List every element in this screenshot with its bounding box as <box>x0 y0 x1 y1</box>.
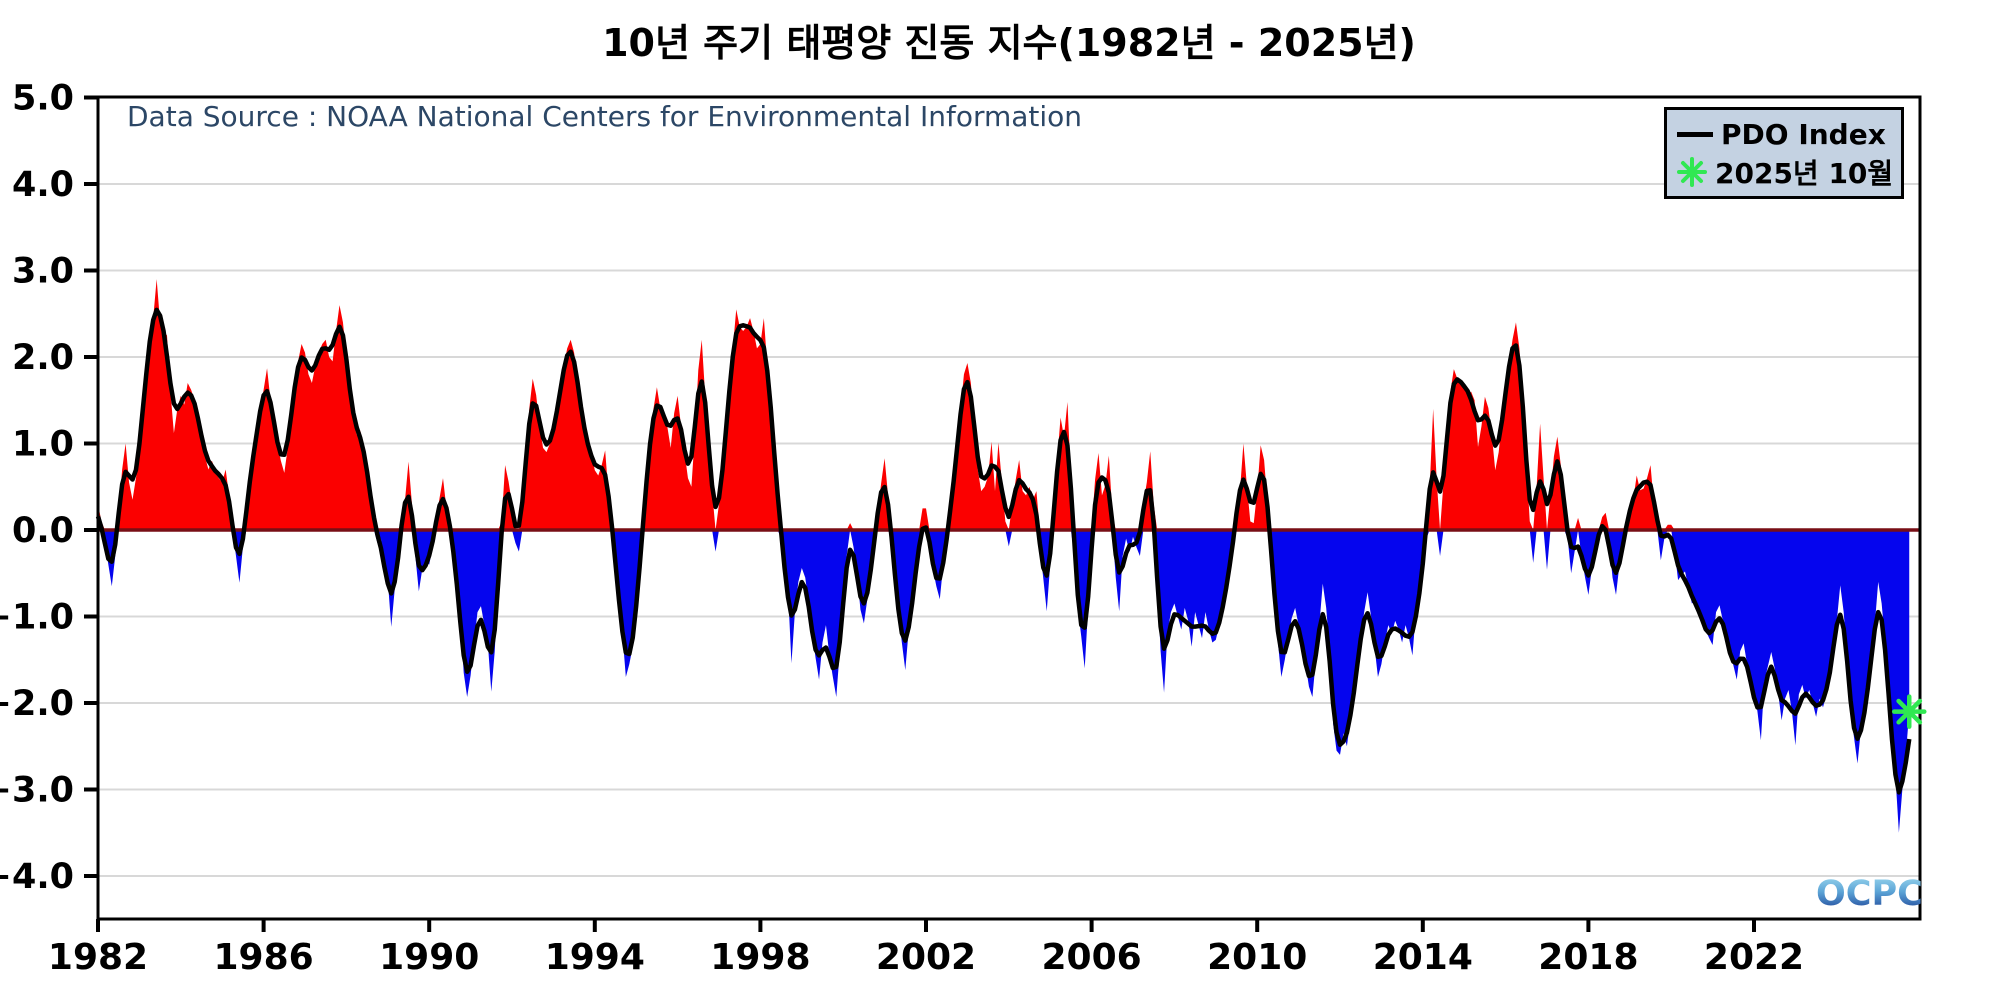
x-tick-label: 1986 <box>213 937 313 978</box>
x-tick-label: 2010 <box>1207 937 1307 978</box>
y-tick-label: −4.0 <box>0 857 74 897</box>
chart-title: 10년 주기 태평양 진동 지수(1982년 - 2025년) <box>602 21 1416 65</box>
asterisk-marker-icon <box>1677 157 1707 187</box>
x-tick-label: 2014 <box>1373 937 1473 978</box>
y-tick-label: −1.0 <box>0 598 74 638</box>
latest-month-marker <box>1892 694 1927 729</box>
ocpc-logo: OCPC <box>1816 874 1923 914</box>
legend: PDO Index 2025년 10월 <box>1664 107 1904 199</box>
x-tick-label: 1998 <box>710 937 810 978</box>
legend-item-label: 2025년 10월 <box>1715 157 1894 190</box>
y-tick-label: 0.0 <box>12 511 74 551</box>
pdo-line <box>95 307 1912 795</box>
y-tick-label: 4.0 <box>12 165 74 205</box>
x-tick-label: 2002 <box>876 937 976 978</box>
legend-item-label: PDO Index <box>1721 117 1886 151</box>
legend-item-latest-month: 2025년 10월 <box>1677 155 1894 190</box>
x-tick-label: 2018 <box>1538 937 1638 978</box>
plot-border <box>96 95 1922 921</box>
x-tick-label: 1994 <box>545 937 645 978</box>
data-source-label: Data Source : NOAA National Centers for … <box>127 100 1083 133</box>
x-tick-label: 1982 <box>48 937 148 978</box>
positive-area <box>98 279 1910 530</box>
x-tick-label: 2022 <box>1704 937 1804 978</box>
y-tick-label: 2.0 <box>12 338 74 378</box>
x-tick-label: 2006 <box>1041 937 1141 978</box>
y-tick-label: −2.0 <box>0 684 74 724</box>
legend-item-pdo-index: PDO Index <box>1677 117 1891 151</box>
y-tick-label: 5.0 <box>12 79 74 119</box>
pdo-line-swatch-icon <box>1677 131 1713 137</box>
y-tick-label: 3.0 <box>12 252 74 292</box>
y-tick-label: 1.0 <box>12 425 74 465</box>
x-tick-label: 1990 <box>379 937 479 978</box>
negative-area <box>98 530 1910 833</box>
y-tick-label: −3.0 <box>0 771 74 811</box>
